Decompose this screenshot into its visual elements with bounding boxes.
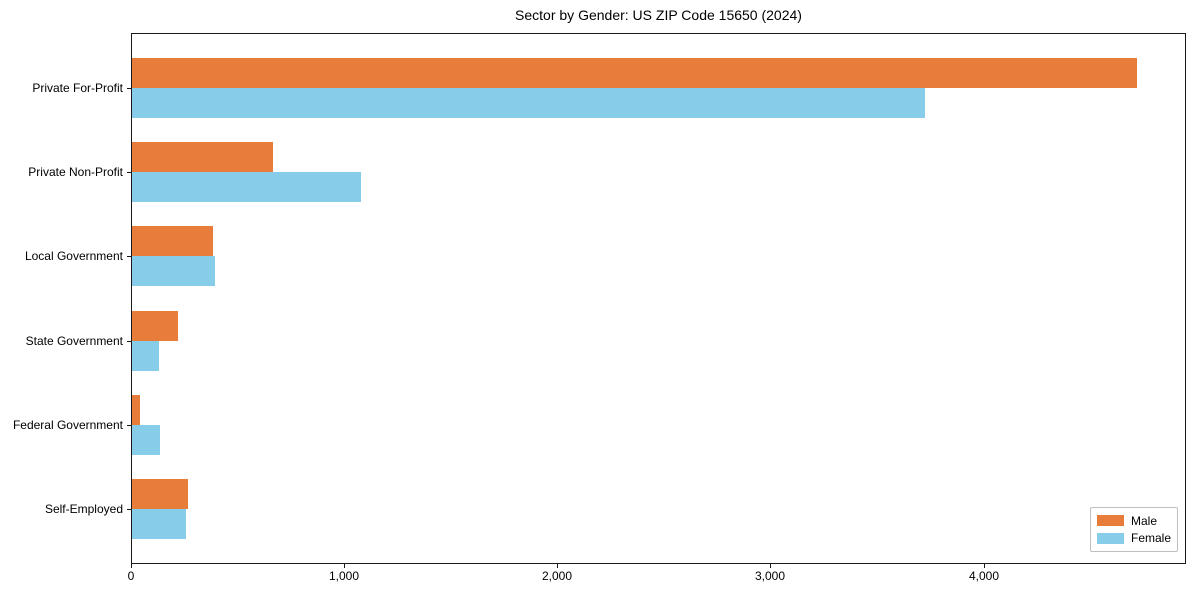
bar-female-local-government bbox=[132, 256, 215, 286]
y-tick-mark bbox=[127, 509, 131, 510]
y-tick-mark bbox=[127, 341, 131, 342]
y-tick-mark bbox=[127, 256, 131, 257]
x-tick-label-1000: 1,000 bbox=[328, 569, 360, 583]
plot-area bbox=[131, 33, 1186, 564]
y-tick-mark bbox=[127, 425, 131, 426]
x-tick-label-0: 0 bbox=[127, 569, 135, 583]
bar-male-self-employed bbox=[132, 479, 188, 509]
bar-male-federal-government bbox=[132, 395, 140, 425]
bar-female-federal-government bbox=[132, 425, 160, 455]
y-tick-label-federal-government: Federal Government bbox=[12, 417, 123, 432]
x-tick-label-4000: 4,000 bbox=[968, 569, 1000, 583]
bar-male-local-government bbox=[132, 226, 213, 256]
chart-title: Sector by Gender: US ZIP Code 15650 (202… bbox=[515, 7, 802, 23]
bar-female-self-employed bbox=[132, 509, 186, 539]
y-tick-label-private-non-profit: Private Non-Profit bbox=[28, 165, 123, 180]
bar-male-private-non-profit bbox=[132, 142, 273, 172]
bar-female-private-non-profit bbox=[132, 172, 361, 202]
legend: Male Female bbox=[1090, 507, 1178, 552]
bar-male-private-for-profit bbox=[132, 58, 1137, 88]
bar-male-state-government bbox=[132, 311, 178, 341]
legend-swatch-female bbox=[1097, 532, 1124, 544]
legend-label-male: Male bbox=[1131, 513, 1158, 528]
x-tick-mark bbox=[984, 564, 985, 568]
legend-label-female: Female bbox=[1131, 531, 1172, 546]
y-tick-label-self-employed: Self-Employed bbox=[44, 501, 123, 516]
y-tick-mark bbox=[127, 172, 131, 173]
y-tick-label-local-government: Local Government bbox=[24, 249, 123, 264]
legend-entry-female: Female bbox=[1097, 531, 1171, 545]
bar-female-state-government bbox=[132, 341, 159, 371]
y-tick-label-private-for-profit: Private For-Profit bbox=[32, 81, 123, 96]
x-tick-mark bbox=[557, 564, 558, 568]
x-tick-mark bbox=[131, 564, 132, 568]
bar-female-private-for-profit bbox=[132, 88, 925, 118]
legend-swatch-male bbox=[1097, 515, 1124, 527]
x-tick-label-2000: 2,000 bbox=[541, 569, 573, 583]
x-tick-mark bbox=[344, 564, 345, 568]
x-tick-mark bbox=[770, 564, 771, 568]
x-tick-label-3000: 3,000 bbox=[754, 569, 786, 583]
legend-entry-male: Male bbox=[1097, 514, 1171, 528]
y-tick-mark bbox=[127, 88, 131, 89]
y-tick-label-state-government: State Government bbox=[25, 333, 123, 348]
